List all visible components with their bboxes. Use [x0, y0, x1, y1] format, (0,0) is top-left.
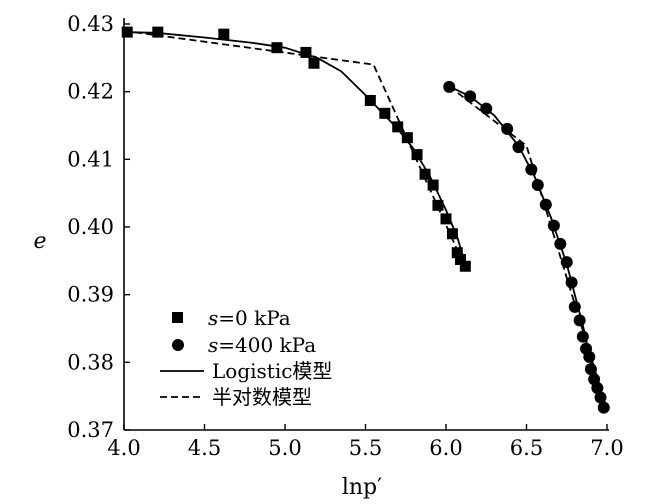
square-marker: [419, 168, 431, 180]
circle-marker: [594, 391, 607, 404]
semilog-model-curve: [448, 85, 608, 410]
square-marker: [401, 132, 413, 144]
circle-marker: [547, 219, 560, 232]
circle-marker: [464, 90, 477, 103]
data-markers: [121, 26, 610, 414]
circle-marker: [568, 300, 581, 313]
x-tick-label: 6.0: [429, 436, 462, 460]
circle-marker: [597, 401, 610, 414]
circle-marker: [501, 122, 514, 135]
square-marker: [379, 107, 391, 119]
circle-marker: [525, 163, 538, 176]
legend-square-marker: [172, 312, 183, 323]
x-tick-label: 5.0: [268, 436, 301, 460]
square-marker: [432, 199, 444, 211]
y-tick-label: 0.40: [67, 215, 114, 239]
square-marker: [152, 26, 164, 38]
circle-marker: [591, 382, 604, 395]
y-tick-label: 0.43: [67, 12, 114, 36]
logistic-model-curve: [448, 85, 608, 411]
square-marker: [308, 57, 320, 69]
axes: [123, 18, 609, 431]
y-tick-label: 0.42: [67, 80, 114, 104]
circle-marker: [560, 256, 573, 269]
x-tick-label: 6.5: [510, 436, 543, 460]
circle-marker: [576, 330, 589, 343]
circle-marker: [565, 276, 578, 289]
circle-marker: [512, 141, 525, 154]
square-marker: [446, 228, 458, 240]
square-marker: [271, 42, 283, 54]
square-marker: [218, 28, 230, 40]
circle-marker: [573, 314, 586, 327]
legend-label: s=400 kPa: [208, 333, 316, 357]
circle-marker: [583, 350, 596, 363]
legend-circle-marker: [172, 339, 184, 351]
y-tick-label: 0.38: [67, 350, 114, 374]
x-tick-label: 4.5: [188, 436, 221, 460]
circle-marker: [584, 363, 597, 376]
square-marker: [440, 213, 452, 225]
circle-marker: [443, 80, 456, 93]
square-marker: [459, 260, 471, 272]
circle-marker: [539, 198, 552, 211]
model-curves: [123, 29, 608, 411]
x-tick-label: 7.0: [590, 436, 623, 460]
square-marker: [392, 121, 404, 133]
y-tick-label: 0.41: [67, 147, 114, 171]
legend-label: s=0 kPa: [208, 306, 291, 330]
y-tick-label: 0.37: [67, 418, 114, 442]
square-marker: [451, 247, 463, 259]
circle-marker: [554, 237, 567, 250]
legend-label: Logistic模型: [212, 359, 332, 383]
y-tick-label: 0.39: [67, 283, 114, 307]
square-marker: [454, 253, 466, 265]
square-marker: [427, 179, 439, 191]
y-axis-label: e: [33, 229, 46, 254]
x-tick-label: 5.5: [349, 436, 382, 460]
square-marker: [364, 94, 376, 106]
tick-labels: 4.0 4.5 5.0 5.5 6.0 6.5 7.0 0.37 0.38 0.39 0.40 0.4…: [67, 12, 623, 460]
circle-marker: [531, 179, 544, 192]
square-marker: [121, 26, 133, 38]
square-marker: [300, 46, 312, 58]
circle-marker: [480, 102, 493, 115]
x-axis-label: lnp′: [342, 475, 382, 500]
logistic-model-curve: [123, 31, 467, 265]
x-tick-label: 4.0: [107, 436, 140, 460]
legend-label: 半对数模型: [212, 385, 312, 409]
square-marker: [411, 149, 423, 161]
